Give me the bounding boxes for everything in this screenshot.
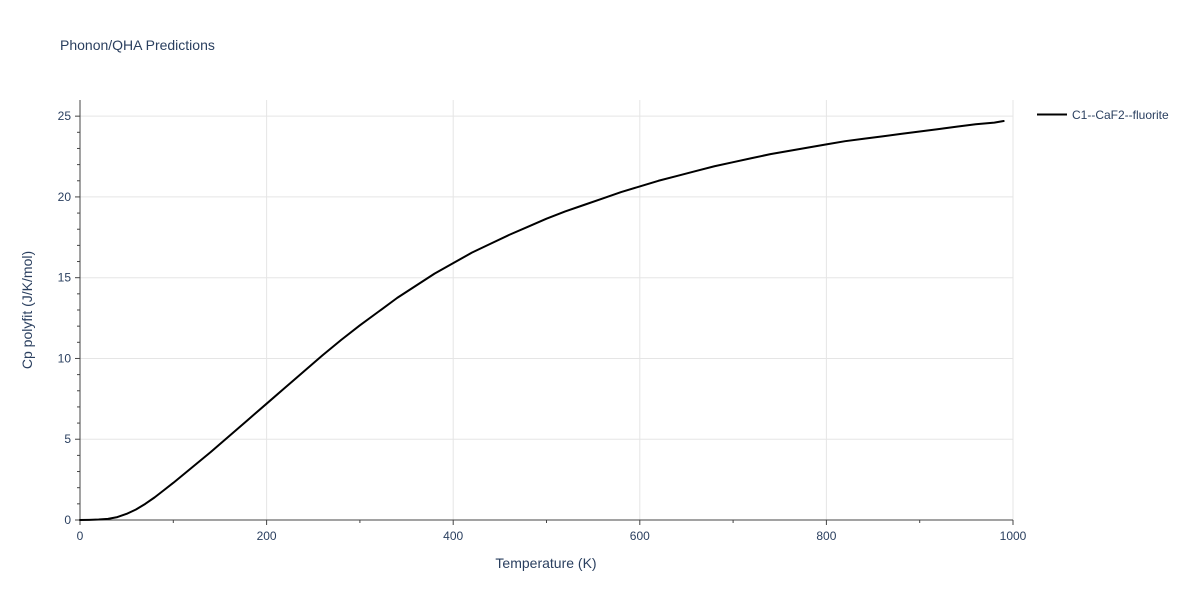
series-lines (79, 120, 1005, 521)
x-tick-label: 600 (630, 529, 650, 543)
x-tick-label: 800 (816, 529, 836, 543)
series-line-0 (79, 120, 1005, 521)
y-tick-label: 25 (58, 109, 72, 123)
chart-title: Phonon/QHA Predictions (60, 37, 215, 53)
x-tick-label: 0 (77, 529, 84, 543)
y-tick-label: 10 (58, 351, 72, 365)
y-tick-label: 0 (64, 513, 71, 527)
x-axis-title: Temperature (K) (495, 555, 596, 571)
legend: C1--CaF2--fluorite (1037, 108, 1169, 122)
x-tick-label: 400 (443, 529, 463, 543)
y-tick-label: 15 (58, 271, 72, 285)
legend-label: C1--CaF2--fluorite (1072, 108, 1169, 122)
y-tick-label: 5 (64, 432, 71, 446)
x-tick-label: 200 (257, 529, 277, 543)
x-tick-label: 1000 (1000, 529, 1027, 543)
y-tick-label: 20 (58, 190, 72, 204)
ticks: 0 200 400 600 800 1000 0 5 10 15 20 25 (58, 109, 1027, 543)
grid-lines (80, 100, 1014, 520)
y-axis-title: Cp polyfit (J/K/mol) (19, 251, 35, 369)
